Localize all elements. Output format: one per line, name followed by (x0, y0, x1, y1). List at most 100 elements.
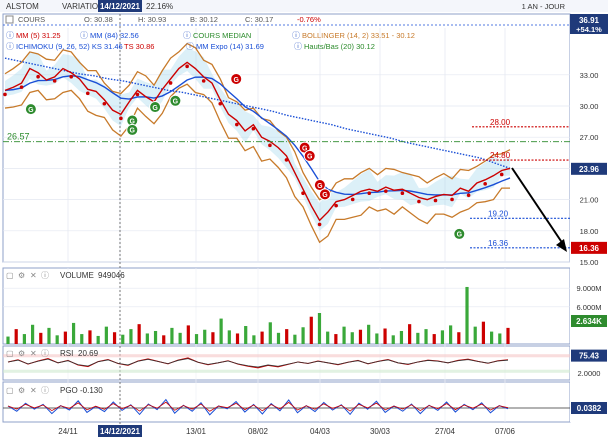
pgo-tick-label: 0.0382 (577, 404, 602, 413)
volume-bar (481, 321, 486, 344)
gear-icon[interactable]: ⚙ (18, 349, 25, 358)
price-line (4, 61, 511, 222)
info-icon[interactable]: ⓘ (41, 271, 49, 280)
signal-badge-label: G (233, 77, 239, 84)
price-marker (19, 85, 24, 89)
square-icon[interactable]: ▢ (6, 271, 14, 280)
volume-bar (153, 330, 158, 344)
ohlc-change: -0.76% (297, 15, 321, 24)
volume-bar (506, 327, 510, 344)
info-icon[interactable]: ⓘ (186, 42, 194, 51)
level-label: 24.80 (490, 151, 511, 160)
volume-bar (334, 334, 338, 344)
target-price-box (571, 241, 607, 254)
gear-icon[interactable]: ⚙ (18, 386, 25, 395)
x-tick-label: 14/12/2021 (100, 427, 141, 436)
square-icon[interactable]: ▢ (6, 349, 14, 358)
price-marker (450, 197, 454, 202)
volume-bar (14, 329, 18, 344)
x-tick-badge[interactable] (98, 425, 142, 437)
symbol-label: ALSTOM (6, 2, 39, 11)
signal-badge (230, 72, 243, 85)
y-tick-label: 33.00 (580, 71, 599, 80)
bollinger-lower-line (4, 83, 510, 244)
price-marker (317, 222, 322, 227)
volume-bar (391, 335, 395, 344)
level-label: 19.20 (488, 209, 509, 218)
signal-badge-label: G (317, 183, 323, 190)
price-marker (417, 199, 421, 204)
volume-bar (490, 331, 494, 344)
square-icon[interactable]: ▢ (6, 386, 14, 395)
volume-bar (121, 334, 125, 344)
signal-badge-label: G (307, 154, 313, 161)
volume-bar (399, 330, 404, 344)
info-icon[interactable]: ⓘ (41, 386, 49, 395)
volume-tick-label: 9.000M (576, 284, 601, 293)
volume-bar (129, 329, 133, 344)
axis-layer: 33.0030.0027.0024.0021.0018.0015.0023.96… (571, 71, 607, 414)
period-label[interactable]: 1 AN - JOUR (522, 2, 566, 11)
info-icon[interactable]: ⓘ (80, 31, 88, 40)
legend-item: BOLLINGER (14, 2) 33.51 - 30.12 (302, 31, 415, 40)
volume-title: ▢ ⚙ ✕ ⓘ VOLUME 949046 (6, 271, 125, 280)
info-icon[interactable]: ⓘ (183, 31, 191, 40)
volume-bar (293, 334, 297, 344)
x-tick-label: 13/01 (186, 427, 207, 436)
info-icon[interactable]: ⓘ (6, 31, 14, 40)
date-badge[interactable] (98, 0, 142, 12)
volume-bar (22, 334, 26, 344)
price-marker (433, 198, 438, 203)
volume-bar (342, 326, 346, 344)
price-marker (284, 158, 289, 162)
target-price-label: 16.36 (579, 244, 600, 253)
volume-bar (465, 286, 469, 344)
level-label: 16.36 (488, 239, 509, 248)
rsi-tick-label: 75.43 (579, 352, 600, 361)
volume-bar (408, 324, 412, 344)
price-marker (102, 101, 107, 106)
checkbox-icon[interactable] (5, 15, 14, 24)
price-marker (85, 91, 90, 96)
signal-badge (313, 179, 326, 192)
ohlc-low: B: 30.12 (190, 15, 218, 24)
price-marker (334, 203, 338, 208)
x-tick-label: 07/06 (495, 427, 516, 436)
volume-bar (268, 322, 272, 344)
pgo-line (7, 398, 509, 416)
rsi-overbought-zone (3, 354, 570, 358)
price-marker (69, 74, 74, 79)
rsi-value-label: 20.69 (78, 349, 99, 358)
signal-badge-label: G (130, 128, 136, 135)
volume-bar (39, 332, 43, 344)
rsi-panel-frame (2, 345, 571, 381)
header-bar (0, 0, 608, 12)
volume-bar (358, 329, 363, 344)
volume-bar (367, 324, 371, 344)
ohlc-close: C: 30.17 (245, 15, 273, 24)
signal-badge (453, 227, 466, 240)
volume-bar (227, 330, 231, 344)
volume-bar (186, 325, 190, 344)
info-icon[interactable]: ⓘ (6, 42, 14, 51)
price-marker (135, 92, 140, 97)
gear-icon[interactable]: ⚙ (18, 271, 25, 280)
price-marker (218, 101, 223, 106)
info-icon[interactable]: ⓘ (294, 42, 302, 51)
volume-bar (424, 329, 428, 344)
rsi-value-box (571, 349, 607, 362)
volume-bar (498, 333, 502, 344)
price-marker (483, 182, 487, 186)
pgo-chart-layer (3, 398, 570, 416)
volume-bar (244, 326, 248, 344)
volume-bar (383, 328, 387, 344)
ohlc-high: H: 30.93 (138, 15, 166, 24)
info-icon[interactable]: ⓘ (41, 349, 49, 358)
info-icon[interactable]: ⓘ (292, 31, 300, 40)
close-icon[interactable]: ✕ (30, 386, 37, 395)
volume-bar (432, 334, 436, 344)
close-icon[interactable]: ✕ (30, 349, 37, 358)
close-icon[interactable]: ✕ (30, 271, 37, 280)
